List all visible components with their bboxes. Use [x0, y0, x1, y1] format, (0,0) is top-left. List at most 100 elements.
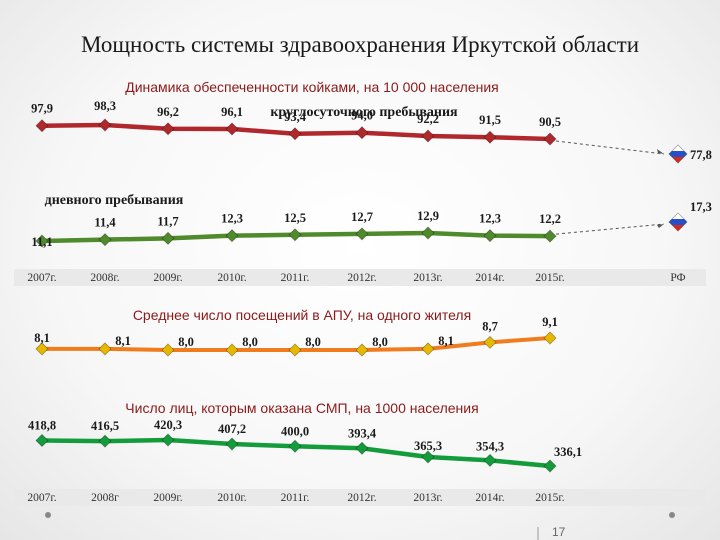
marker-beds-24h — [355, 126, 369, 140]
ambulance-x-axis-tick-label: 2014г. — [475, 492, 504, 504]
value-label-visits: 8,0 — [305, 335, 321, 349]
value-label-visits: 8,1 — [438, 334, 454, 348]
ambulance-x-axis-tick-label: 2008г — [91, 492, 119, 504]
chart-title-beds: Динамика обеспеченности койками, на 10 0… — [125, 79, 499, 95]
marker-visits — [161, 343, 175, 357]
marker-beds-24h — [98, 118, 112, 132]
decorative-dot-left — [45, 512, 51, 518]
value-label-day-hospital: 12,3 — [479, 212, 501, 226]
beds-x-axis-tick-label: 2014г. — [475, 272, 504, 284]
ambulance-x-axis-tick-label: 2013г. — [413, 492, 442, 504]
value-label-visits: 8,7 — [482, 319, 498, 333]
marker-day-hospital — [355, 227, 369, 241]
marker-beds-24h — [35, 119, 49, 133]
ambulance-x-axis-tick-label: 2009г. — [153, 492, 182, 504]
value-label-beds-24h: 92,2 — [417, 112, 439, 126]
marker-ambulance — [355, 441, 369, 455]
marker-day-hospital — [225, 229, 239, 243]
ambulance-x-axis-tick-label: 2015г. — [535, 492, 564, 504]
marker-rf-day-hospital — [668, 212, 688, 232]
value-label-ambulance: 418,8 — [28, 418, 56, 432]
value-label-ambulance: 365,3 — [414, 439, 442, 453]
marker-visits — [483, 335, 497, 349]
value-label-day-hospital: 12,7 — [351, 210, 373, 224]
arrow-head-beds-24h — [657, 149, 664, 154]
value-label-visits: 8,0 — [178, 335, 194, 349]
value-label-visits: 9,1 — [542, 315, 558, 329]
chart-title-visits: Среднее число посещений в АПУ, на одного… — [133, 307, 471, 323]
value-label-visits: 8,0 — [372, 335, 388, 349]
beds-x-axis-tick-label: 2007г. — [27, 272, 56, 284]
value-label-beds-24h: 96,1 — [221, 105, 243, 119]
value-label-day-hospital: 12,3 — [221, 212, 243, 226]
value-label-beds-24h: 90,5 — [539, 115, 561, 129]
marker-visits — [543, 331, 557, 345]
value-label-ambulance: 393,4 — [348, 426, 377, 440]
value-label-visits: 8,1 — [34, 331, 50, 345]
value-label-ambulance: 420,3 — [154, 418, 182, 432]
page-number: 17 — [552, 525, 566, 539]
marker-beds-24h — [483, 130, 497, 144]
value-label-ambulance: 400,0 — [281, 424, 309, 438]
marker-ambulance — [483, 453, 497, 467]
marker-day-hospital — [543, 229, 557, 243]
beds-x-axis-tick-label: 2008г. — [90, 272, 119, 284]
marker-beds-24h — [225, 122, 239, 136]
decorative-dot-right — [669, 512, 675, 518]
marker-visits — [288, 343, 302, 357]
ambulance-x-axis-tick-label: 2011г. — [281, 492, 310, 504]
beds-x-axis-tick-label: 2009г. — [153, 272, 182, 284]
beds-x-axis-band — [14, 269, 706, 286]
marker-day-hospital — [421, 226, 435, 240]
marker-ambulance — [288, 439, 302, 453]
value-label-ambulance: 416,5 — [91, 419, 119, 433]
marker-day-hospital — [288, 228, 302, 242]
value-label-visits: 8,0 — [242, 335, 258, 349]
marker-day-hospital — [483, 229, 497, 243]
arrow-head-day-hospital — [657, 224, 664, 228]
marker-visits — [355, 343, 369, 357]
page-title: Мощность системы здравоохранения Иркутск… — [81, 32, 639, 57]
value-label-day-hospital: 11,1 — [31, 235, 52, 249]
ambulance-x-axis-tick-label: 2012г. — [347, 492, 376, 504]
value-label-day-hospital: 12,9 — [417, 209, 439, 223]
value-label-day-hospital: 11,7 — [157, 214, 178, 228]
value-label-ambulance: 354,3 — [476, 439, 504, 453]
ambulance-x-axis-tick-label: 2007г. — [27, 492, 56, 504]
marker-ambulance — [225, 437, 239, 451]
value-labels: 97,9 98,3 96,2 96,1 93,4 94,0 92,2 91,5 90,5 77,8… — [28, 99, 712, 459]
value-label-beds-24h: 91,5 — [479, 113, 501, 127]
marker-beds-24h — [288, 127, 302, 141]
marker-ambulance — [161, 433, 175, 447]
value-label-rf-beds-24h: 77,8 — [690, 148, 712, 162]
marker-visits — [225, 343, 239, 357]
marker-ambulance — [35, 433, 49, 448]
axis-bands: 2007г. 2008г. 2009г. 2010г. 2011г. 2012г. 2013… — [14, 269, 706, 506]
ambulance-x-axis-band — [14, 489, 706, 506]
marker-beds-24h — [161, 122, 175, 136]
value-label-ambulance: 336,1 — [554, 445, 582, 459]
beds-x-axis-tick-label: 2013г. — [413, 272, 442, 284]
beds-x-axis-tick-label-rf: РФ — [670, 272, 685, 284]
chart-title-ambulance: Число лиц, которым оказана СМП, на 1000 … — [125, 400, 478, 416]
marker-beds-24h — [543, 132, 557, 146]
value-label-day-hospital: 12,5 — [284, 211, 306, 225]
marker-visits — [35, 342, 49, 356]
marker-visits — [98, 342, 112, 356]
trend-arrow-beds-24h — [555, 140, 665, 155]
value-label-beds-24h: 98,3 — [94, 99, 116, 113]
beds-x-axis-tick-label: 2015г. — [535, 272, 564, 284]
beds-x-axis-tick-label: 2011г. — [281, 272, 310, 284]
value-label-beds-24h: 94,0 — [351, 109, 373, 123]
value-label-rf-day-hospital: 17,3 — [690, 200, 712, 214]
beds-x-axis-tick-label: 2010г. — [217, 272, 246, 284]
value-label-beds-24h: 97,9 — [31, 102, 53, 116]
beds-x-axis-tick-label: 2012г. — [347, 272, 376, 284]
series-label-beds-24h: круглосуточного пребывания — [270, 105, 458, 120]
value-label-beds-24h: 96,2 — [157, 105, 179, 119]
value-label-visits: 8,1 — [115, 334, 131, 348]
marker-ambulance — [421, 450, 435, 464]
trend-arrow-day-hospital — [555, 223, 665, 235]
value-label-ambulance: 407,2 — [218, 422, 246, 436]
